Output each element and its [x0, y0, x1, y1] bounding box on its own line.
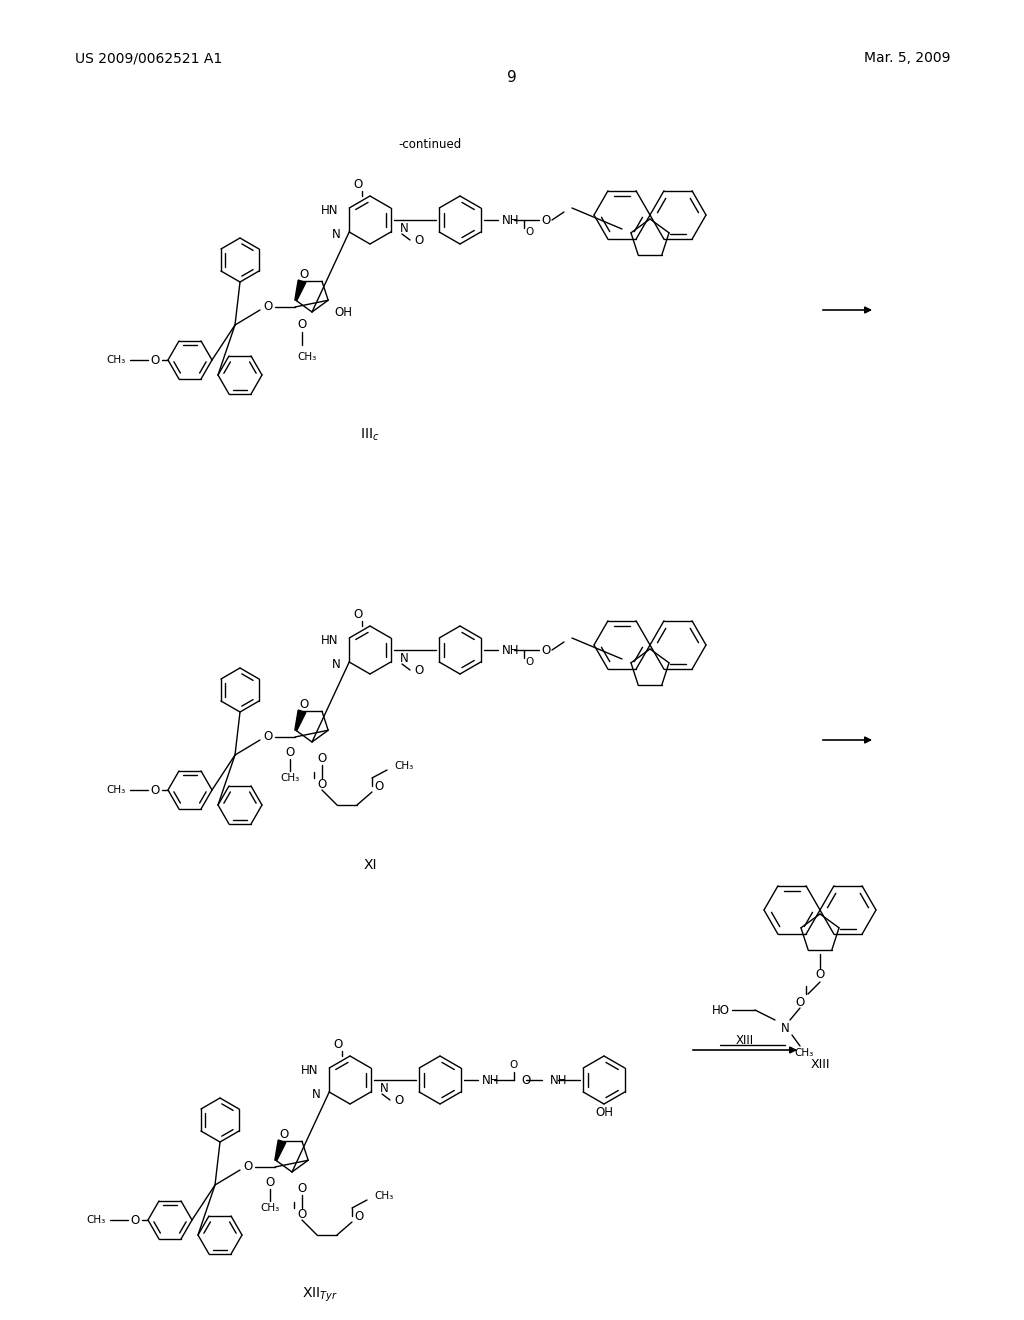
Text: O: O: [297, 318, 306, 331]
Text: O: O: [815, 969, 824, 982]
Text: O: O: [353, 607, 362, 620]
Text: O: O: [375, 780, 384, 792]
Text: O: O: [414, 234, 423, 247]
Text: CH₃: CH₃: [106, 785, 126, 795]
Text: III$_c$: III$_c$: [360, 426, 380, 444]
Text: N: N: [312, 1088, 321, 1101]
Text: CH₃: CH₃: [394, 762, 414, 771]
Text: O: O: [334, 1038, 343, 1051]
Text: O: O: [263, 301, 272, 314]
Text: O: O: [299, 698, 308, 711]
Polygon shape: [295, 710, 306, 730]
Text: N: N: [332, 227, 341, 240]
Text: CH₃: CH₃: [260, 1203, 280, 1213]
Text: Mar. 5, 2009: Mar. 5, 2009: [863, 51, 950, 65]
Text: CH₃: CH₃: [281, 774, 300, 783]
Text: XII$_{Tyr}$: XII$_{Tyr}$: [302, 1286, 338, 1304]
Text: O: O: [354, 1209, 364, 1222]
Text: O: O: [244, 1160, 253, 1173]
Text: CH₃: CH₃: [297, 352, 316, 362]
Text: O: O: [280, 1129, 289, 1142]
Text: O: O: [265, 1176, 274, 1189]
Text: XI: XI: [364, 858, 377, 873]
Text: O: O: [414, 664, 423, 676]
Text: O: O: [394, 1093, 403, 1106]
Text: O: O: [317, 751, 327, 764]
Text: O: O: [297, 1181, 306, 1195]
Text: O: O: [542, 214, 551, 227]
Text: O: O: [299, 268, 308, 281]
Text: O: O: [521, 1073, 530, 1086]
Text: HN: HN: [300, 1064, 318, 1077]
Text: NH: NH: [482, 1073, 500, 1086]
Text: N: N: [332, 657, 341, 671]
Text: O: O: [317, 779, 327, 792]
Text: XIII: XIII: [810, 1059, 829, 1072]
Text: CH₃: CH₃: [795, 1048, 814, 1059]
Text: -continued: -continued: [398, 139, 462, 152]
Text: N: N: [400, 652, 409, 664]
Text: O: O: [525, 227, 534, 238]
Text: O: O: [353, 177, 362, 190]
Text: N: N: [780, 1022, 790, 1035]
Text: HN: HN: [321, 634, 338, 647]
Text: O: O: [151, 354, 160, 367]
Text: HO: HO: [712, 1003, 730, 1016]
Text: O: O: [286, 747, 295, 759]
Text: O: O: [525, 657, 534, 667]
Text: N: N: [380, 1081, 389, 1094]
Text: 9: 9: [507, 70, 517, 86]
Text: N: N: [400, 222, 409, 235]
Text: O: O: [796, 995, 805, 1008]
Text: CH₃: CH₃: [87, 1214, 106, 1225]
Text: O: O: [130, 1213, 139, 1226]
Text: O: O: [263, 730, 272, 743]
Text: O: O: [542, 644, 551, 656]
Text: NH: NH: [550, 1073, 567, 1086]
Text: XIII: XIII: [736, 1034, 754, 1047]
Text: CH₃: CH₃: [374, 1191, 393, 1201]
Text: HN: HN: [321, 203, 338, 216]
Text: OH: OH: [334, 306, 352, 319]
Text: US 2009/0062521 A1: US 2009/0062521 A1: [75, 51, 222, 65]
Polygon shape: [274, 1140, 286, 1160]
Text: NH: NH: [502, 644, 519, 656]
Text: O: O: [297, 1209, 306, 1221]
Text: OH: OH: [595, 1106, 613, 1118]
Polygon shape: [295, 280, 306, 301]
Text: NH: NH: [502, 214, 519, 227]
Text: O: O: [510, 1060, 518, 1071]
Text: CH₃: CH₃: [106, 355, 126, 366]
Text: O: O: [151, 784, 160, 796]
